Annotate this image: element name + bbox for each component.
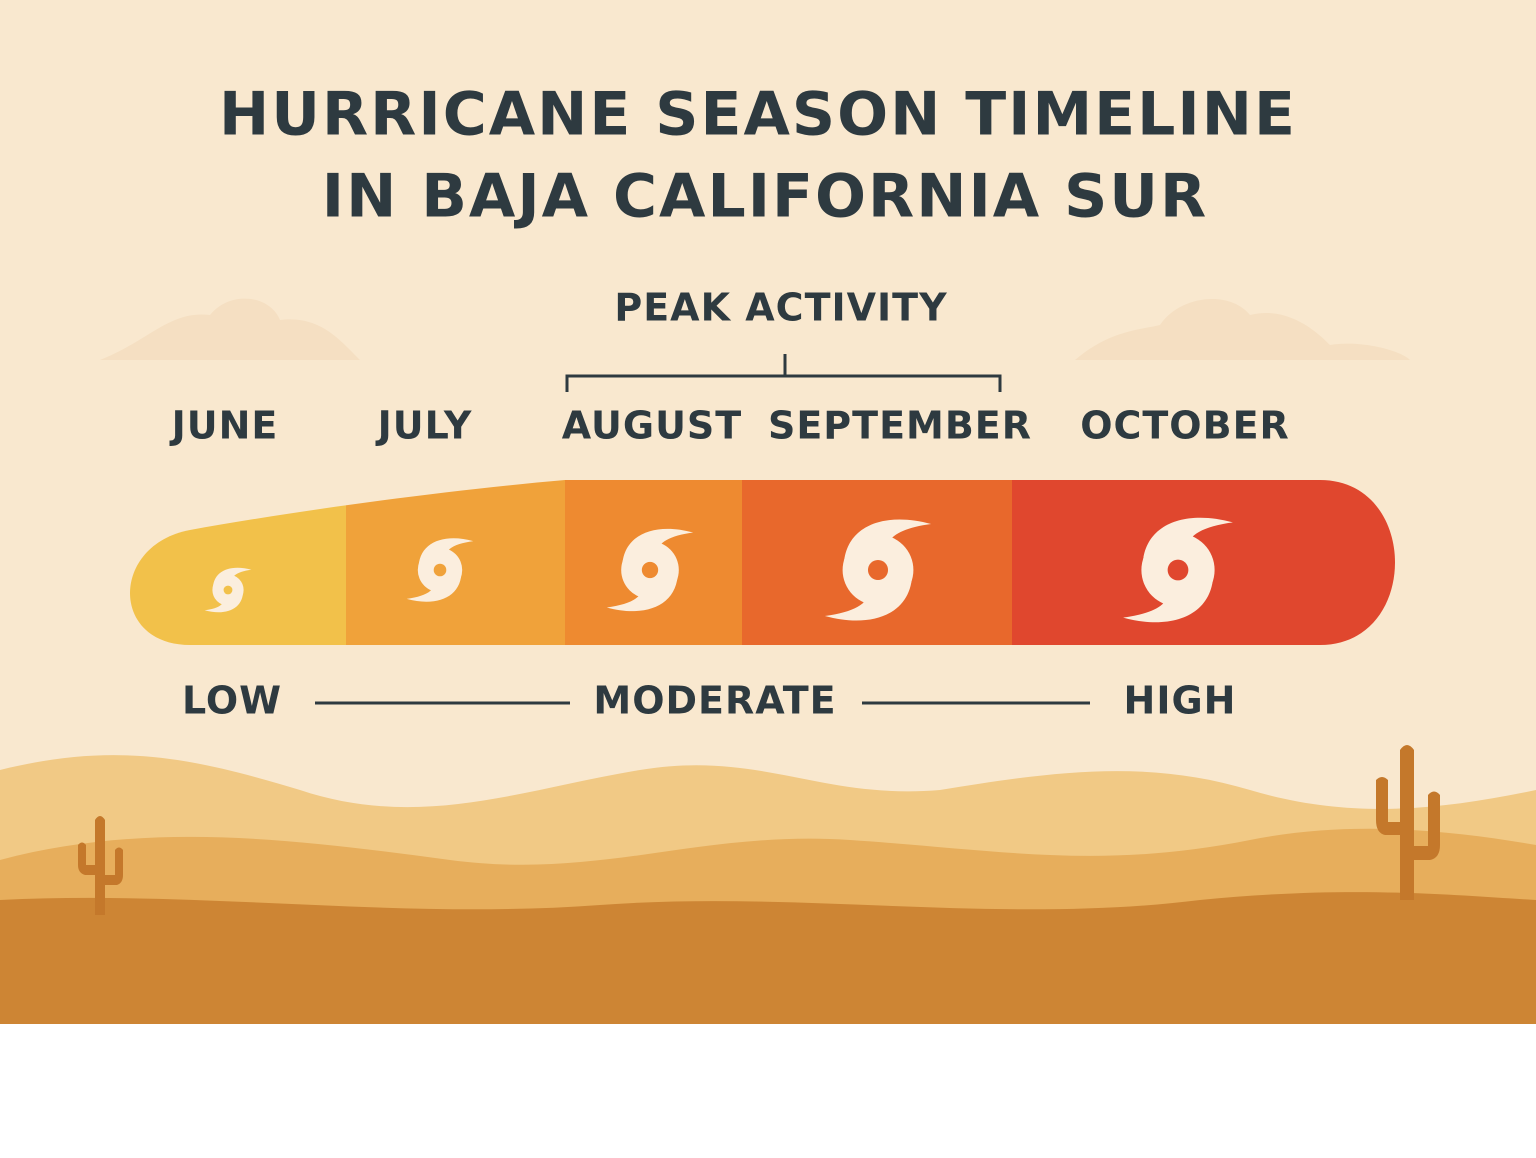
cloud <box>1075 298 1410 360</box>
icon-eye <box>433 563 447 577</box>
hurricane-icon <box>204 567 252 613</box>
icon-tail <box>843 519 932 570</box>
icon-tail <box>606 570 678 612</box>
cactus <box>1376 745 1440 900</box>
ground <box>0 892 1536 1024</box>
scale-label: HIGH <box>1124 679 1237 723</box>
month-label: JULY <box>375 404 473 448</box>
icon-tail <box>622 528 694 570</box>
icon-tail <box>1142 517 1233 570</box>
month-label: OCTOBER <box>1080 404 1290 448</box>
icon-eye <box>641 561 659 579</box>
month-label: AUGUST <box>562 404 742 448</box>
scale-label: LOW <box>182 679 282 723</box>
icon-eye <box>223 585 233 595</box>
cactus <box>78 816 123 915</box>
hurricane-icon <box>824 519 932 621</box>
title: IN BAJA CALIFORNIA SUR <box>322 162 1208 232</box>
cloud <box>100 298 360 360</box>
title: HURRICANE SEASON TIMELINE <box>219 80 1297 150</box>
hurricane-icon <box>606 528 694 612</box>
segment <box>1012 480 1395 645</box>
icon-tail <box>212 567 252 590</box>
icon-tail <box>406 570 462 602</box>
icon-tail <box>204 590 244 613</box>
month-label: SEPTEMBER <box>768 404 1032 448</box>
hurricane-icon <box>406 538 474 602</box>
peak-bracket <box>565 354 1002 392</box>
icon-eye <box>867 559 889 581</box>
scale-label: MODERATE <box>593 679 836 723</box>
icon-tail <box>418 538 474 570</box>
hurricane-icon <box>1123 517 1233 623</box>
icon-tail <box>1123 570 1214 623</box>
peak-label: PEAK ACTIVITY <box>614 286 947 330</box>
icon-tail <box>824 570 913 621</box>
month-label: JUNE <box>169 404 279 448</box>
icon-eye <box>1167 559 1189 581</box>
